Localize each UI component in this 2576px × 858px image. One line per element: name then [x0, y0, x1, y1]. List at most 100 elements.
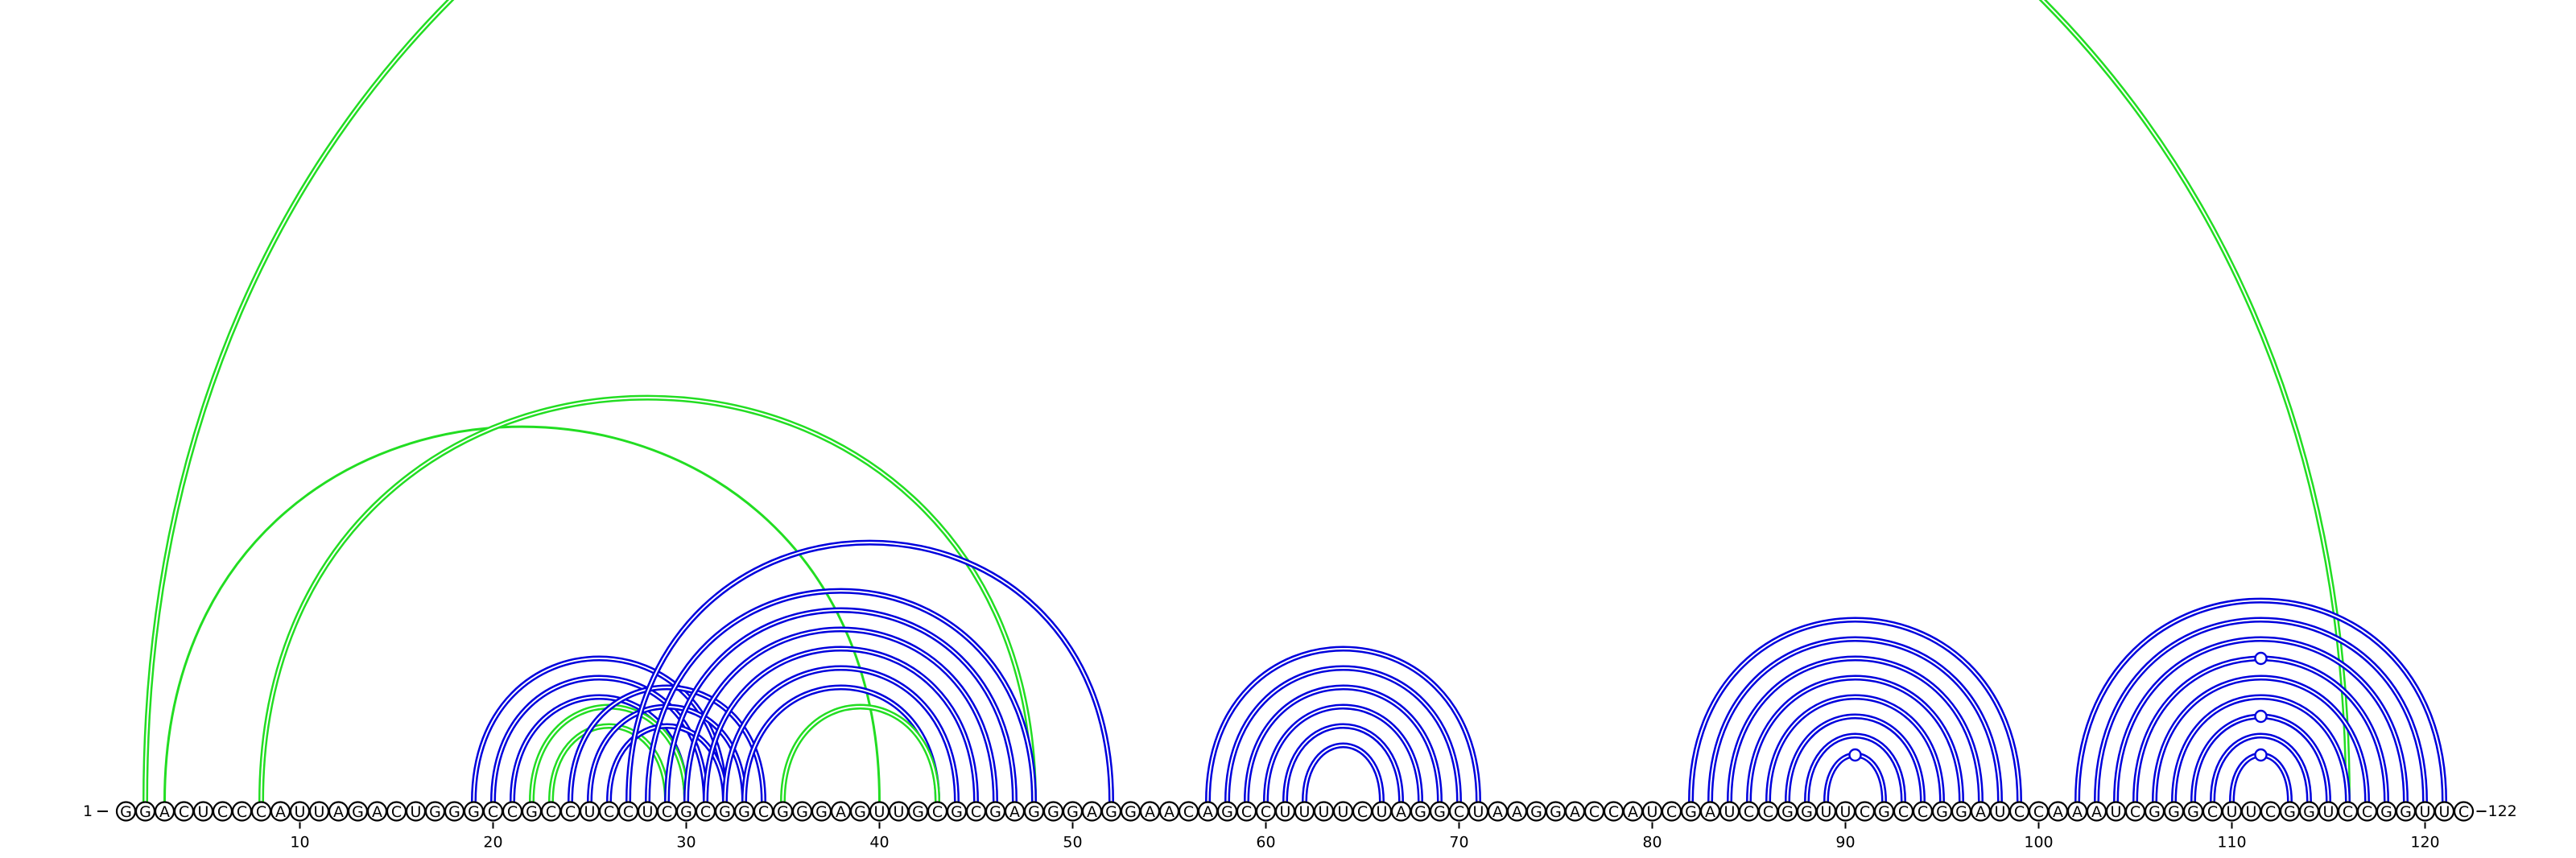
backbone-layer: 1 122 [83, 802, 2517, 820]
sequence-start-label: 1 [83, 802, 93, 820]
svg-text:C: C [256, 803, 266, 821]
svg-text:A: A [836, 803, 846, 821]
svg-text:A: A [2072, 803, 2083, 821]
nucleotide: A [1139, 801, 1161, 822]
nucleotide: G [2298, 801, 2320, 822]
nucleotide: C [1738, 801, 1760, 822]
nucleotide: G [1545, 801, 1567, 822]
nucleotide: A [2086, 801, 2107, 822]
svg-text:U: U [1724, 803, 1736, 821]
arc-blue-28-48 [645, 588, 1037, 802]
svg-text:U: U [2420, 803, 2431, 821]
tick-30: 30 [676, 822, 696, 852]
svg-text:G: G [2284, 803, 2296, 821]
nucleotide: U [1989, 801, 2011, 822]
tick-label: 10 [290, 834, 309, 852]
svg-text:G: G [1434, 803, 1446, 821]
arc-blue-19-32 [471, 655, 728, 802]
svg-text:C: C [604, 803, 614, 821]
svg-text:C: C [1183, 803, 1194, 821]
svg-text:U: U [295, 803, 306, 821]
nucleotide: G [811, 801, 832, 822]
nucleotide: G [2144, 801, 2165, 822]
nucleotide: U [308, 801, 330, 822]
svg-text:U: U [1299, 803, 1311, 821]
tick-20: 20 [483, 822, 503, 852]
nucleotide: U [1719, 801, 1740, 822]
svg-text:U: U [1840, 803, 1852, 821]
nucleotide: C [1603, 801, 1624, 822]
nucleotide: A [270, 801, 291, 822]
nucleotide: G [2376, 801, 2397, 822]
arc-blue-32-44 [722, 665, 960, 802]
tick-80: 80 [1642, 822, 1662, 852]
sequence-end-label: 122 [2488, 802, 2517, 820]
arc-blue-33-43 [741, 684, 940, 802]
nucleotide: U [1815, 801, 1837, 822]
nucleotide: U [2221, 801, 2243, 822]
nucleotide: C [231, 801, 253, 822]
svg-text:G: G [738, 803, 750, 821]
arc-blue-57-71 [1205, 646, 1481, 802]
nucleotide: U [1332, 801, 1354, 822]
nucleotide: C [598, 801, 620, 822]
arc-blue-89-92 [1823, 752, 1887, 802]
svg-text:C: C [700, 803, 711, 821]
nucleotide: C [540, 801, 562, 822]
nucleotide: C [1757, 801, 1779, 822]
svg-text:G: G [1550, 803, 1562, 821]
svg-text:U: U [584, 803, 596, 821]
nucleotide: C [173, 801, 195, 822]
svg-text:U: U [2439, 803, 2450, 821]
svg-text:C: C [662, 803, 672, 821]
nucleotide: U [1371, 801, 1393, 822]
svg-text:C: C [2033, 803, 2044, 821]
svg-text:C: C [1454, 803, 1464, 821]
nucleotide: C [1352, 801, 1373, 822]
svg-text:C: C [2343, 803, 2353, 821]
svg-text:A: A [1203, 803, 1213, 821]
nucleotide: A [1487, 801, 1509, 822]
nucleotide: C [753, 801, 774, 822]
tick-label: 110 [2217, 834, 2246, 852]
arc-blue-84-97 [1727, 655, 1984, 802]
nucleotide: C [1893, 801, 1914, 822]
arc-green-2-116 [142, 0, 2351, 802]
nucleotide: U [1274, 801, 1296, 822]
nucleotide: C [695, 801, 716, 822]
arc-blue-88-93 [1804, 732, 1906, 802]
arc-blue-109-114 [2210, 732, 2312, 802]
nucleotide: G [714, 801, 736, 822]
tick-label: 50 [1063, 834, 1082, 852]
arc-blue-83-98 [1707, 636, 2003, 802]
svg-text:A: A [1087, 803, 1097, 821]
svg-text:C: C [1763, 803, 1773, 821]
svg-text:U: U [1377, 803, 1388, 821]
nucleotide: G [772, 801, 794, 822]
nucleotide: G [733, 801, 755, 822]
svg-text:A: A [1009, 803, 1020, 821]
position-marker [2254, 651, 2268, 666]
nucleotide: U [2318, 801, 2339, 822]
svg-text:G: G [2168, 803, 2180, 821]
svg-text:U: U [1473, 803, 1484, 821]
nucleotide: U [1468, 801, 1489, 822]
tick-label: 20 [483, 834, 502, 852]
svg-text:C: C [488, 803, 498, 821]
svg-text:G: G [1221, 803, 1233, 821]
svg-text:G: G [1878, 803, 1890, 821]
arc-blue-86-95 [1765, 694, 1945, 802]
markers-layer [1848, 651, 2268, 762]
nucleotide: G [1042, 801, 1064, 822]
nucleotide: G [424, 801, 446, 822]
arc-blue-29-47 [664, 607, 1018, 802]
nucleotide: A [1158, 801, 1180, 822]
tick-50: 50 [1063, 822, 1083, 852]
nucleotide: C [1448, 801, 1470, 822]
nucleotide: U [2240, 801, 2262, 822]
tick-label: 120 [2410, 834, 2439, 852]
svg-text:U: U [1338, 803, 1349, 821]
nucleotide: C [1236, 801, 1257, 822]
